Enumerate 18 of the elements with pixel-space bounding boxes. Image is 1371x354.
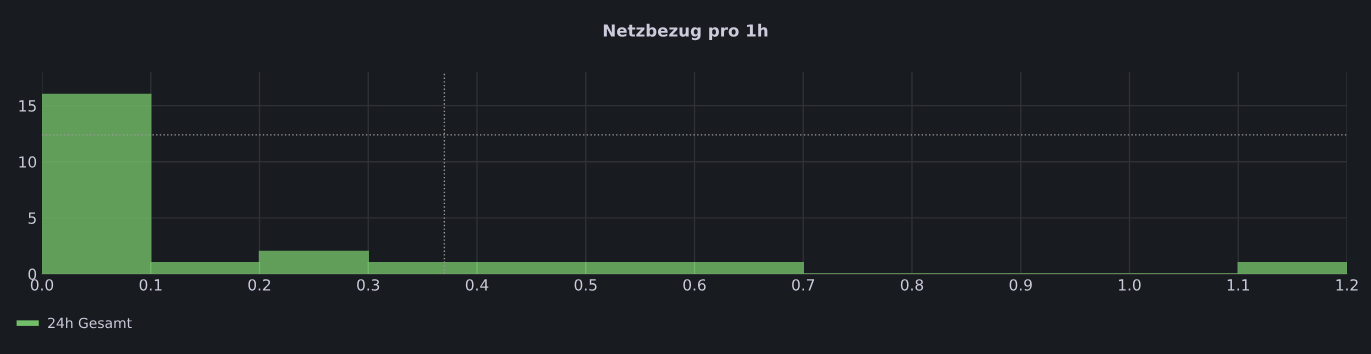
y-tick-label: 5 — [28, 212, 36, 224]
x-tick-label: 0.1 — [139, 279, 162, 291]
x-tick-label: 0.7 — [792, 279, 815, 291]
x-tick-label: 0.3 — [357, 279, 380, 291]
x-tick-label: 1.2 — [1336, 279, 1358, 291]
x-tick-label: 0.4 — [465, 279, 489, 291]
x-tick-label: 1.0 — [1119, 279, 1141, 291]
x-tick-label: 0.5 — [574, 279, 597, 291]
legend-label: 24h Gesamt — [48, 317, 132, 329]
y-tick-label: 10 — [19, 156, 37, 168]
x-tick-label: 0.8 — [900, 279, 924, 291]
x-tick-label: 0.2 — [248, 279, 271, 291]
x-tick-label: 0.9 — [1009, 279, 1032, 291]
x-tick-label: 0.0 — [30, 279, 54, 291]
x-tick-label: 1.1 — [1227, 279, 1249, 291]
y-tick-label: 15 — [19, 100, 36, 112]
chart-title: Netzbezug pro 1h — [603, 23, 768, 41]
x-tick-label: 0.6 — [683, 279, 706, 291]
